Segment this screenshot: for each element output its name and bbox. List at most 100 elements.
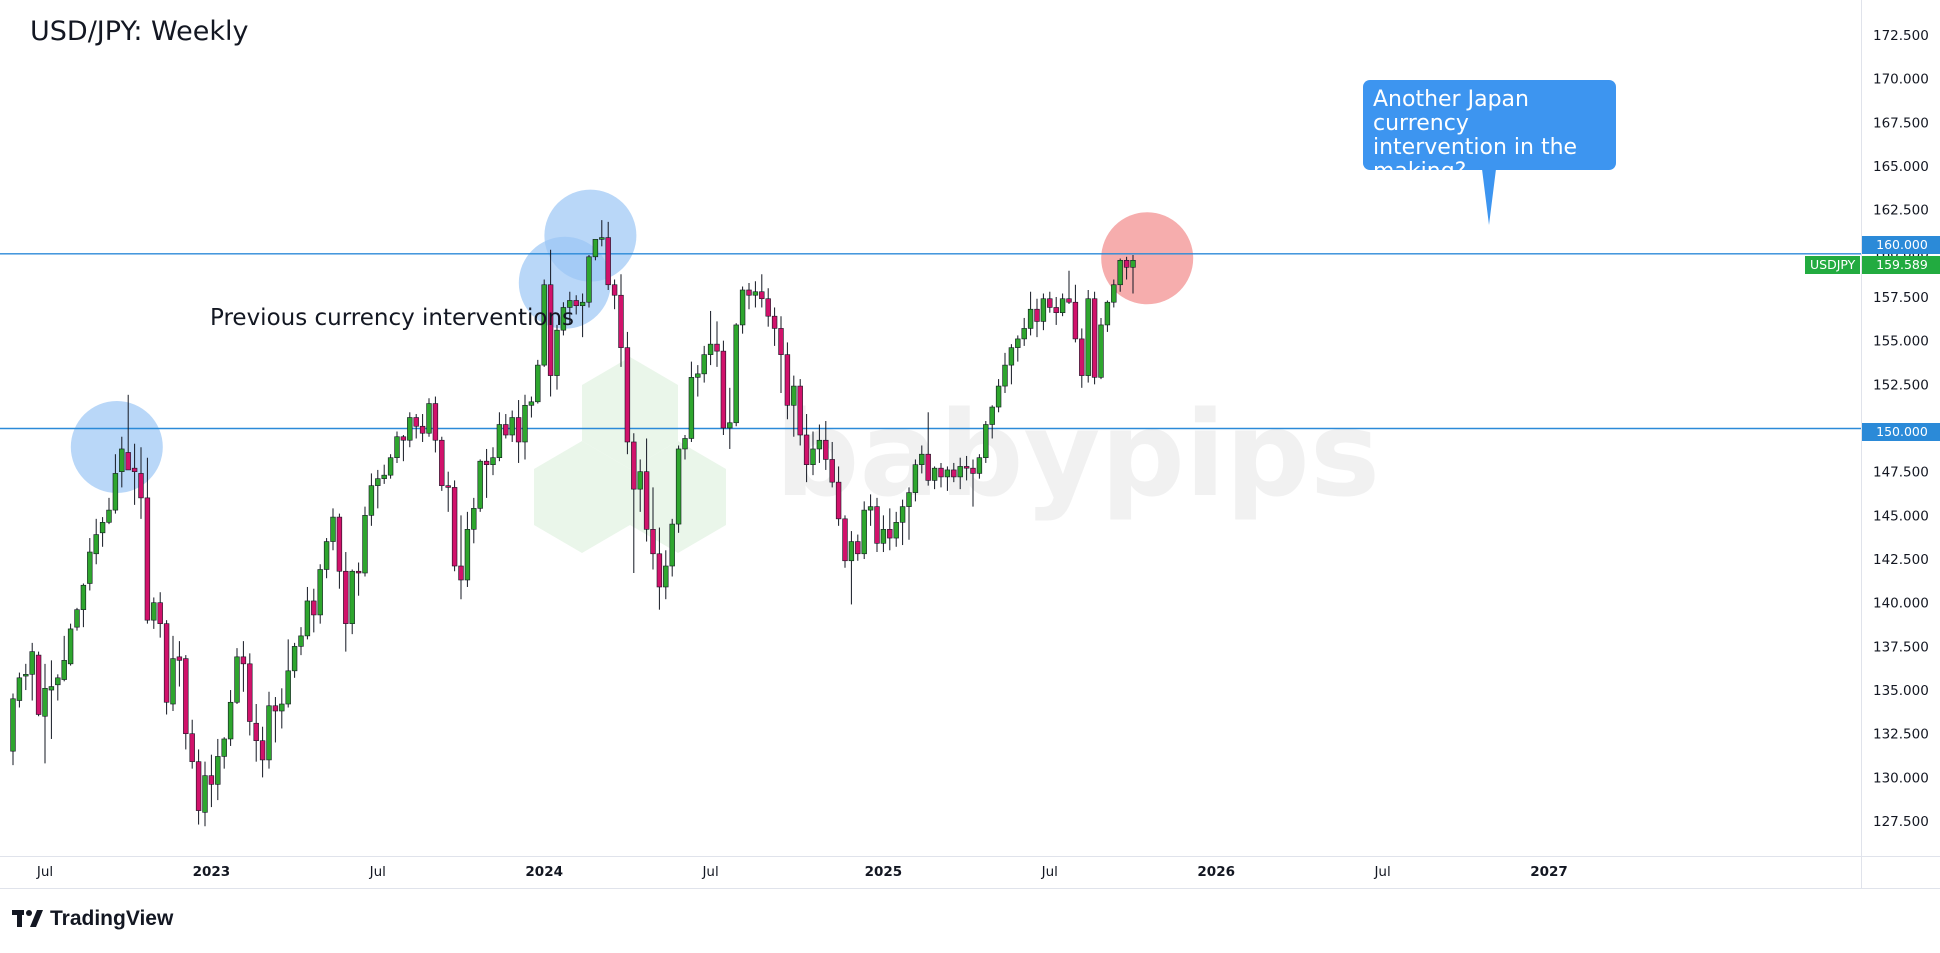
candle [336,513,343,589]
candle-body [131,467,138,472]
candle [579,293,586,338]
candle-body [1111,284,1117,303]
time-tick-label: 2023 [193,864,231,880]
intervention-highlight-0 [70,400,163,493]
candle-body [611,284,618,296]
candle [880,515,887,553]
candle [995,379,1002,413]
time-axis: Jul 2023 Jul 2024 Jul 2025 Jul 2026 Jul 2027 [36,864,1568,880]
price-tick-label: 152.500 [1873,377,1929,393]
candle [445,471,451,512]
candle [547,249,554,397]
candle-body [1066,298,1072,303]
candle-body [387,457,394,476]
candle [631,433,637,573]
candle-body [87,551,93,584]
candle [1015,335,1021,362]
candle-body [714,343,720,352]
candle [970,459,976,507]
price-tick-label: 157.500 [1873,290,1929,306]
candle-body [656,553,663,588]
candle-body [803,434,810,465]
price-tick-label: 170.000 [1873,72,1929,88]
candle-body [912,464,919,493]
candle [567,291,573,325]
candle [311,588,317,633]
candle [1027,291,1034,336]
candle-body [1079,338,1085,376]
candle [535,359,541,404]
candle [829,441,835,488]
candle [701,345,707,383]
tradingview-logo[interactable]: TradingView [12,906,173,932]
candle [688,361,695,442]
candle [682,434,688,460]
candle [899,499,906,546]
candle [183,655,189,750]
candle [1034,298,1040,338]
candle [80,583,87,628]
candle [573,295,579,315]
candle [400,434,407,462]
candle [464,511,471,587]
candle-body [35,654,42,715]
candle-body [515,417,522,443]
candle-body [835,481,842,520]
time-tick-label: Jul [1041,864,1058,880]
candle-body [375,478,381,486]
candle-body [349,570,355,624]
candle-body [867,506,874,511]
candle [304,586,311,640]
candle-body [951,469,957,478]
candle-body [695,373,701,378]
candle [618,274,624,367]
candle [938,462,944,488]
candle [803,414,810,483]
candle-body [618,294,624,348]
candle-body [797,385,803,436]
candle [67,623,74,666]
candle [528,396,535,418]
candle [1066,270,1072,304]
candle-body [106,509,112,523]
candle-body [1104,301,1111,326]
candle [477,459,483,512]
candle [439,436,445,491]
candle-body [483,460,490,465]
candle [87,538,93,591]
candle [816,424,823,463]
price-tick-label: 137.500 [1873,639,1929,655]
candle [176,641,183,687]
candle-body [432,403,439,441]
candle [55,674,61,701]
candle [1021,317,1027,346]
candle-body [771,315,778,329]
candle-body [1040,298,1047,322]
candle [381,464,387,484]
candle [106,497,112,525]
candle [61,635,67,682]
candle-body [1085,298,1091,376]
candle-body [1002,364,1008,387]
candle-body [144,497,151,621]
candle-body [579,301,586,307]
candle [503,414,509,439]
candle-body [407,417,413,441]
candle [1059,293,1066,317]
candle [215,738,221,801]
candle [720,340,727,435]
candle-body [842,518,848,562]
candle [944,466,951,491]
candle-body [445,485,451,488]
candle-body [42,687,48,717]
candle-body [899,506,906,523]
candle [887,508,893,551]
candle-body [829,459,835,483]
candle [989,405,995,439]
candle-body [227,701,234,740]
candle-body [119,448,125,472]
price-axis: 127.500 130.000 132.500 135.000 137.500 140.0… [1873,28,1929,830]
candle [554,324,560,390]
